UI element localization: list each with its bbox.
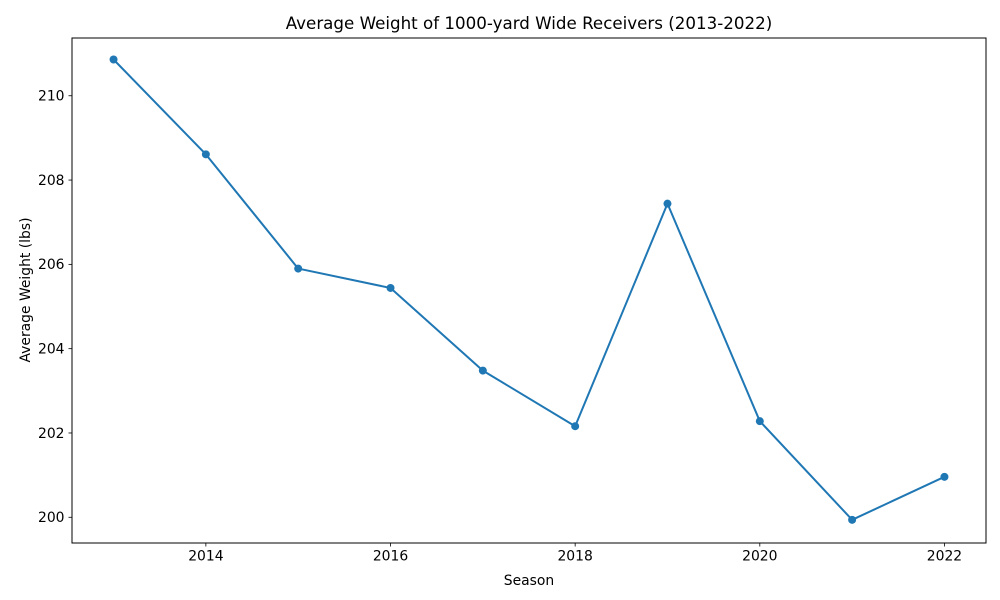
x-tick-label: 2014 bbox=[188, 549, 224, 565]
y-tick-label: 206 bbox=[38, 257, 65, 273]
data-series bbox=[109, 55, 949, 524]
data-point bbox=[571, 422, 580, 431]
plot-area-border bbox=[71, 37, 987, 544]
y-tick-label: 200 bbox=[38, 510, 65, 526]
x-axis-ticks: 2014 2016 2018 2020 2022 bbox=[188, 543, 962, 565]
y-tick-label: 210 bbox=[38, 89, 65, 105]
x-axis-label: Season bbox=[504, 573, 554, 589]
y-axis-label: Average Weight (lbs) bbox=[18, 217, 34, 362]
data-point bbox=[848, 515, 857, 524]
data-point bbox=[109, 55, 118, 64]
x-tick-label: 2022 bbox=[927, 549, 962, 565]
y-tick-label: 208 bbox=[38, 173, 65, 189]
y-tick-label: 204 bbox=[38, 341, 65, 357]
y-axis-ticks: 200 202 204 206 208 210 bbox=[38, 89, 72, 526]
data-point bbox=[940, 472, 949, 481]
data-point bbox=[294, 264, 303, 273]
x-tick-label: 2016 bbox=[373, 549, 408, 565]
data-point bbox=[201, 150, 210, 159]
chart-title: Average Weight of 1000-yard Wide Receive… bbox=[286, 13, 773, 33]
data-point bbox=[386, 283, 395, 292]
data-point bbox=[663, 199, 672, 208]
x-tick-label: 2018 bbox=[557, 549, 592, 565]
x-tick-label: 2020 bbox=[742, 549, 777, 565]
y-tick-label: 202 bbox=[38, 426, 65, 442]
data-line bbox=[112, 58, 946, 521]
data-point bbox=[755, 417, 764, 426]
data-point bbox=[478, 366, 487, 375]
